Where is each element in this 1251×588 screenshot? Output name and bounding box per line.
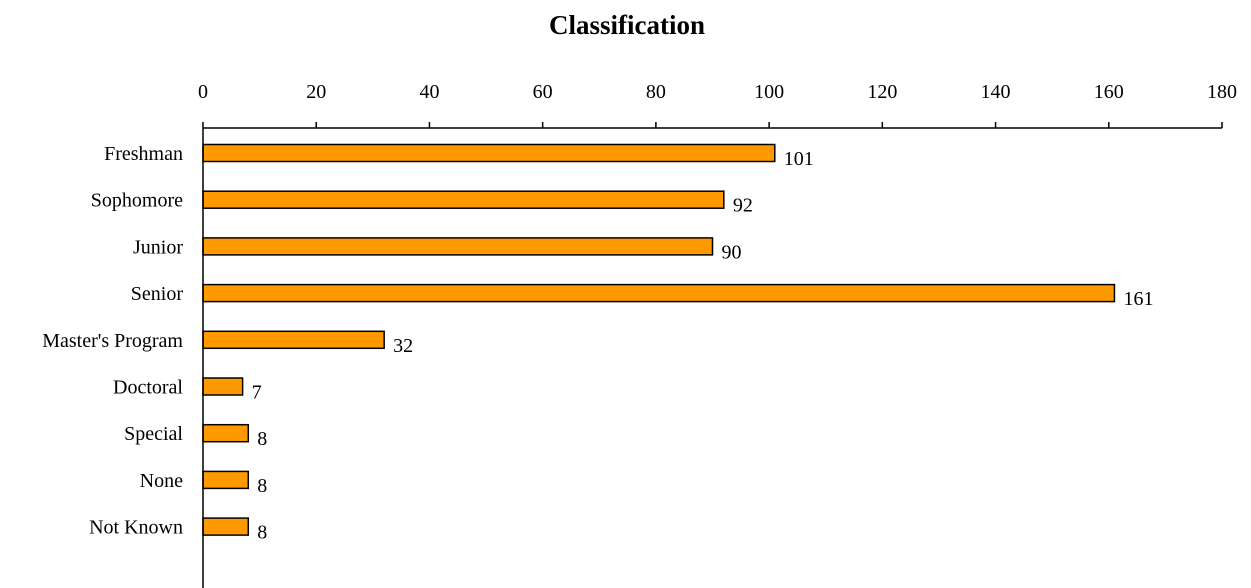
data-label: 8	[257, 522, 267, 544]
bar	[202, 143, 776, 163]
x-axis-ticks: 0 20 40 60 80 100 120 140 160 180	[198, 81, 1237, 128]
data-label: 8	[257, 428, 267, 450]
x-tick-label: 100	[754, 81, 784, 103]
bars	[202, 143, 1116, 536]
chart-title: Classification	[549, 10, 705, 40]
data-label: 161	[1123, 288, 1153, 310]
category-label: Sophomore	[91, 190, 183, 212]
x-tick-label: 20	[306, 81, 326, 103]
x-tick-label: 60	[533, 81, 553, 103]
bar	[202, 470, 250, 490]
category-label: Doctoral	[113, 377, 183, 399]
data-label: 90	[722, 241, 742, 263]
data-labels: 101 92 90 161 32 7 8 8 8	[252, 148, 1154, 544]
category-label: Senior	[131, 283, 184, 305]
data-label: 7	[252, 382, 262, 404]
category-labels: Freshman Sophomore Junior Senior Master's Pr…	[42, 143, 183, 539]
category-label: Master's Program	[42, 330, 183, 352]
data-label: 101	[784, 148, 814, 170]
bar	[202, 517, 250, 536]
x-tick-label: 180	[1207, 81, 1237, 103]
bar	[202, 237, 714, 256]
x-tick-label: 0	[198, 81, 208, 103]
bar	[202, 283, 1116, 303]
bar	[202, 330, 385, 350]
x-tick-label: 120	[867, 81, 897, 103]
category-label: Special	[124, 423, 183, 445]
x-tick-label: 160	[1094, 81, 1124, 103]
category-label: Freshman	[104, 143, 183, 165]
category-label: None	[140, 470, 183, 492]
x-tick-label: 40	[419, 81, 439, 103]
data-label: 32	[393, 335, 413, 357]
x-tick-label: 80	[646, 81, 666, 103]
data-label: 92	[733, 195, 753, 217]
x-tick-label: 140	[981, 81, 1011, 103]
bar	[202, 377, 244, 396]
data-label: 8	[257, 475, 267, 497]
bar	[202, 423, 250, 443]
category-label: Junior	[133, 236, 183, 258]
bar	[202, 190, 725, 209]
category-label: Not Known	[89, 517, 183, 539]
